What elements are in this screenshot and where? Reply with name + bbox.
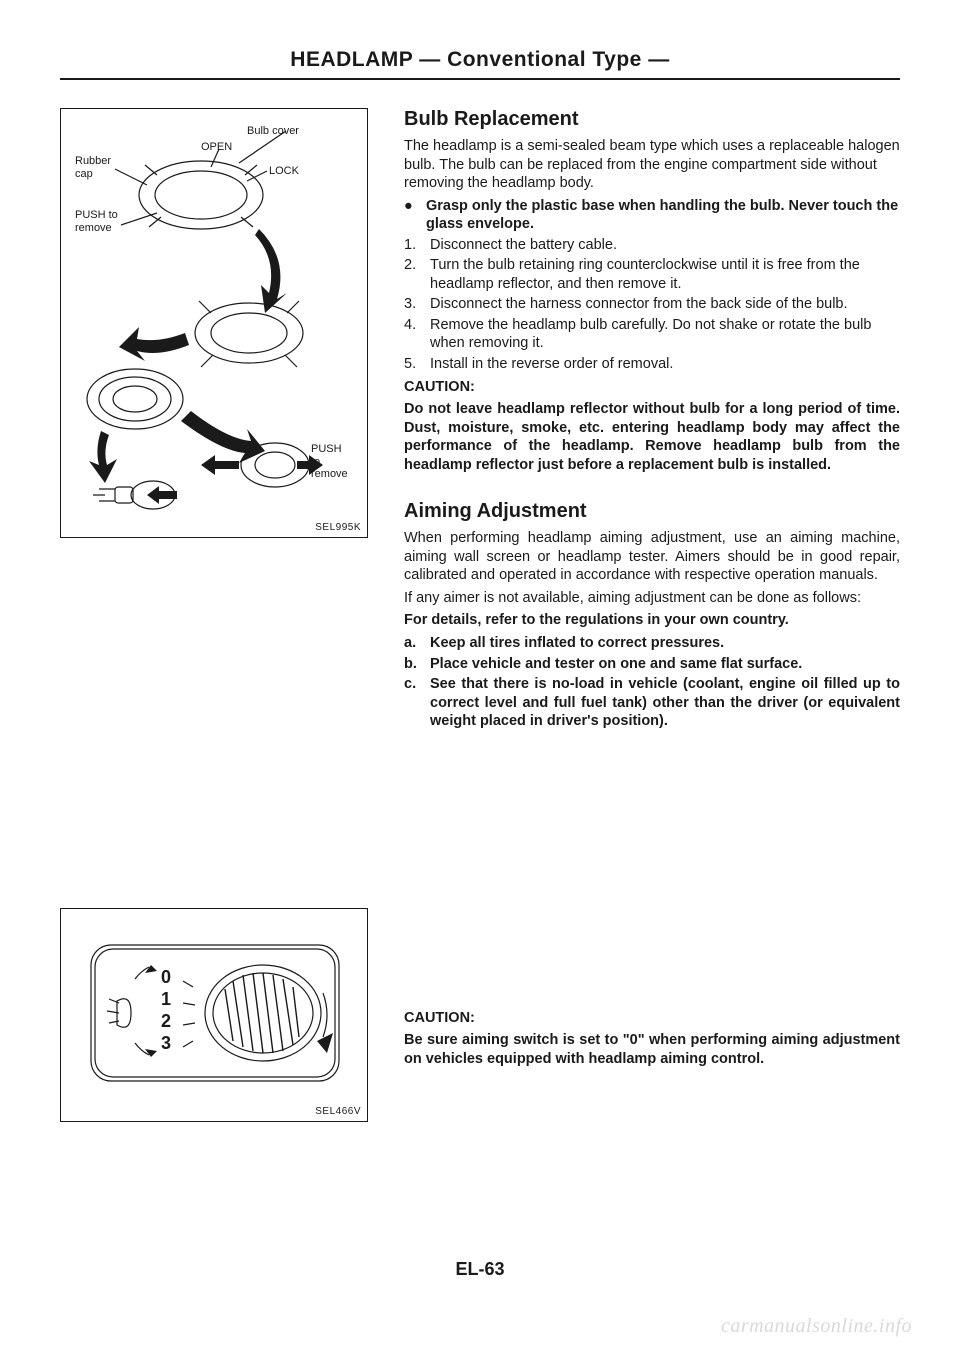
aiming-p2: If any aimer is not available, aiming ad… [404, 589, 900, 608]
content-row: Bulb cover OPEN LOCK Rubber cap PUSH to … [60, 108, 900, 1122]
page-header: HEADLAMP — Conventional Type — [60, 48, 900, 80]
step-text: Install in the reverse order of removal. [430, 355, 900, 374]
bullet-mark: ● [404, 197, 426, 234]
page-number: EL-63 [0, 1259, 960, 1280]
aiming-dial-svg [61, 909, 369, 1123]
caution-body-2: Be sure aiming switch is set to "0" when… [404, 1031, 900, 1068]
item-letter: a. [404, 634, 430, 653]
item-text: Place vehicle and tester on one and same… [430, 655, 900, 674]
dial-1: 1 [161, 989, 171, 1010]
step-num: 3. [404, 295, 430, 314]
right-column: Bulb Replacement The headlamp is a semi-… [380, 108, 900, 1122]
page: HEADLAMP — Conventional Type — Bulb cove… [0, 0, 960, 1358]
step-text: Remove the headlamp bulb carefully. Do n… [430, 316, 900, 353]
step-num: 5. [404, 355, 430, 374]
dial-3: 3 [161, 1033, 171, 1054]
step-1: 1. Disconnect the battery cable. [404, 236, 900, 255]
item-text: Keep all tires inflated to correct press… [430, 634, 900, 653]
bulb-bullet-text: Grasp only the plastic base when handlin… [426, 197, 900, 234]
bulb-diagram-svg [61, 109, 369, 539]
caution-body-1: Do not leave headlamp reflector without … [404, 400, 900, 474]
aiming-item-a: a. Keep all tires inflated to correct pr… [404, 634, 900, 653]
header-title: HEADLAMP — Conventional Type — [60, 48, 900, 72]
figure-code: SEL995K [315, 522, 361, 533]
caution-label-1: CAUTION: [404, 378, 900, 397]
bulb-intro: The headlamp is a semi-sealed beam type … [404, 137, 900, 193]
step-text: Turn the bulb retaining ring countercloc… [430, 256, 900, 293]
step-num: 4. [404, 316, 430, 353]
item-letter: b. [404, 655, 430, 674]
heading-aiming: Aiming Adjustment [404, 500, 900, 523]
item-letter: c. [404, 675, 430, 731]
aiming-p3: For details, refer to the regulations in… [404, 611, 900, 630]
aiming-p1: When performing headlamp aiming adjustme… [404, 529, 900, 585]
figure-aiming-dial: 0 1 2 3 SEL466V [60, 908, 368, 1122]
step-4: 4. Remove the headlamp bulb carefully. D… [404, 316, 900, 353]
step-text: Disconnect the battery cable. [430, 236, 900, 255]
spacer [404, 733, 900, 1005]
figure-bulb-removal: Bulb cover OPEN LOCK Rubber cap PUSH to … [60, 108, 368, 538]
bulb-bullet: ● Grasp only the plastic base when handl… [404, 197, 900, 234]
aiming-item-b: b. Place vehicle and tester on one and s… [404, 655, 900, 674]
dial-0: 0 [161, 967, 171, 988]
item-text: See that there is no-load in vehicle (co… [430, 675, 900, 731]
left-column: Bulb cover OPEN LOCK Rubber cap PUSH to … [60, 108, 380, 1122]
step-text: Disconnect the harness connector from th… [430, 295, 900, 314]
figure-code-2: SEL466V [315, 1106, 361, 1117]
step-2: 2. Turn the bulb retaining ring counterc… [404, 256, 900, 293]
gap [404, 474, 900, 500]
heading-bulb-replacement: Bulb Replacement [404, 108, 900, 131]
watermark: carmanualsonline.info [721, 1315, 912, 1338]
header-rule [60, 78, 900, 80]
step-5: 5. Install in the reverse order of remov… [404, 355, 900, 374]
step-num: 2. [404, 256, 430, 293]
caution-label-2: CAUTION: [404, 1009, 900, 1028]
step-num: 1. [404, 236, 430, 255]
aiming-item-c: c. See that there is no-load in vehicle … [404, 675, 900, 731]
dial-2: 2 [161, 1011, 171, 1032]
step-3: 3. Disconnect the harness connector from… [404, 295, 900, 314]
